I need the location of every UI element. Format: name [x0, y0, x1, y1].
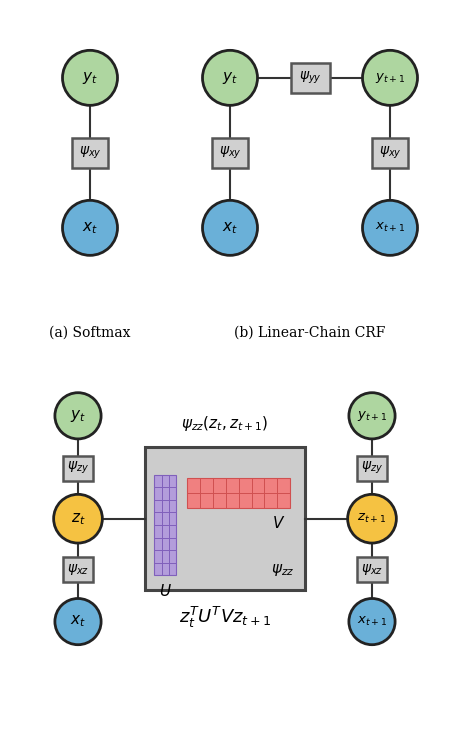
- Text: $z_t^T U^T V z_{t+1}$: $z_t^T U^T V z_{t+1}$: [179, 605, 271, 630]
- Text: (b) Linear-Chain CRF: (b) Linear-Chain CRF: [234, 326, 386, 340]
- Text: $\psi_{xz}$: $\psi_{xz}$: [67, 562, 89, 577]
- FancyBboxPatch shape: [145, 448, 305, 590]
- Text: $\psi_{xy}$: $\psi_{xy}$: [219, 144, 241, 161]
- FancyBboxPatch shape: [63, 556, 93, 581]
- Text: $x_{t+1}$: $x_{t+1}$: [375, 222, 405, 234]
- Circle shape: [363, 51, 418, 105]
- Text: $y_t$: $y_t$: [70, 407, 86, 424]
- Text: $y_{t+1}$: $y_{t+1}$: [375, 71, 405, 85]
- Circle shape: [55, 392, 101, 439]
- Circle shape: [202, 51, 257, 105]
- Text: $\psi_{xy}$: $\psi_{xy}$: [79, 144, 101, 161]
- Circle shape: [349, 392, 395, 439]
- Text: $\psi_{yy}$: $\psi_{yy}$: [299, 70, 321, 86]
- Text: $\psi_{xy}$: $\psi_{xy}$: [378, 144, 401, 161]
- FancyBboxPatch shape: [357, 556, 387, 581]
- Text: $V$: $V$: [272, 515, 285, 531]
- Text: $x_t$: $x_t$: [70, 614, 86, 630]
- Text: $\psi_{zz}(z_t, z_{t+1})$: $\psi_{zz}(z_t, z_{t+1})$: [181, 414, 269, 432]
- FancyBboxPatch shape: [357, 456, 387, 481]
- Circle shape: [349, 599, 395, 645]
- FancyBboxPatch shape: [154, 475, 176, 575]
- Text: $z_{t+1}$: $z_{t+1}$: [357, 512, 387, 525]
- Text: $z_t$: $z_t$: [71, 511, 86, 526]
- FancyBboxPatch shape: [291, 63, 329, 93]
- FancyBboxPatch shape: [72, 138, 108, 168]
- Circle shape: [63, 51, 117, 105]
- Text: $\psi_{xz}$: $\psi_{xz}$: [361, 562, 383, 577]
- Text: $\psi_{zy}$: $\psi_{zy}$: [361, 460, 383, 476]
- FancyBboxPatch shape: [212, 138, 248, 168]
- Circle shape: [202, 200, 257, 256]
- Text: $U$: $U$: [159, 583, 172, 599]
- Circle shape: [63, 200, 117, 256]
- Text: $y_t$: $y_t$: [82, 70, 98, 86]
- Text: $y_t$: $y_t$: [222, 70, 238, 86]
- Text: $\psi_{zy}$: $\psi_{zy}$: [67, 460, 89, 476]
- FancyBboxPatch shape: [63, 456, 93, 481]
- Text: $x_t$: $x_t$: [222, 220, 238, 236]
- Text: (a) Softmax: (a) Softmax: [49, 326, 131, 340]
- Text: $y_{t+1}$: $y_{t+1}$: [357, 409, 387, 423]
- Circle shape: [363, 200, 418, 256]
- Circle shape: [55, 599, 101, 645]
- FancyBboxPatch shape: [187, 478, 290, 508]
- Text: $x_t$: $x_t$: [82, 220, 98, 236]
- FancyBboxPatch shape: [372, 138, 408, 168]
- Text: $\psi_{zz}$: $\psi_{zz}$: [271, 562, 294, 578]
- Circle shape: [54, 494, 102, 543]
- Circle shape: [348, 494, 396, 543]
- Text: $x_{t+1}$: $x_{t+1}$: [357, 615, 387, 628]
